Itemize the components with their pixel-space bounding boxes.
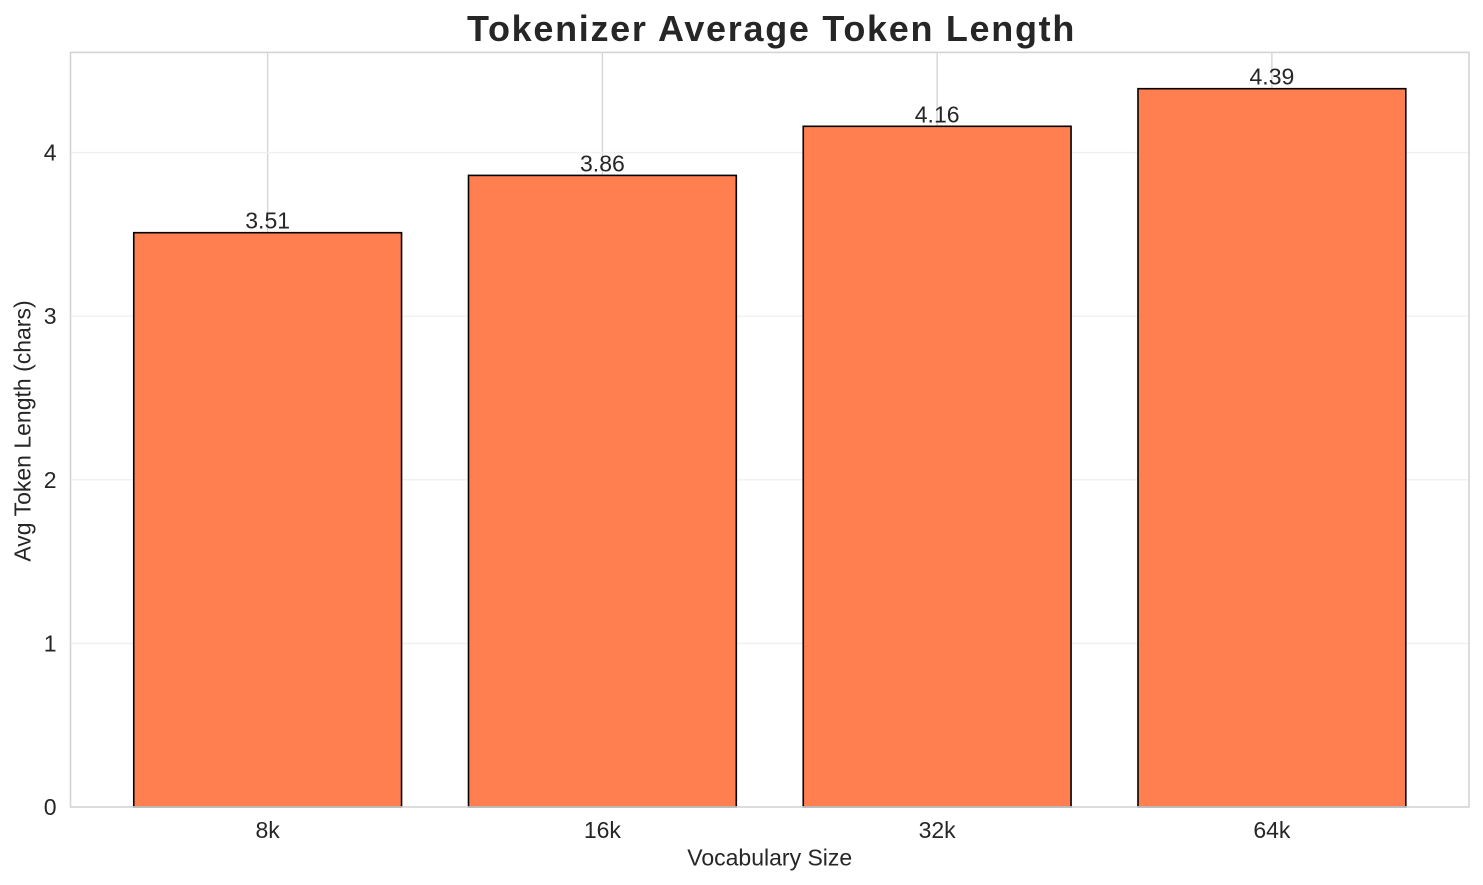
svg-text:3.86: 3.86 (580, 150, 625, 176)
svg-text:1: 1 (44, 630, 57, 656)
svg-text:32k: 32k (919, 817, 957, 843)
svg-text:Vocabulary Size: Vocabulary Size (687, 845, 852, 871)
svg-text:3.51: 3.51 (245, 208, 290, 234)
svg-text:Tokenizer Average Token Length: Tokenizer Average Token Length (467, 8, 1076, 49)
svg-text:4.16: 4.16 (915, 101, 960, 127)
svg-text:4.39: 4.39 (1250, 64, 1295, 90)
svg-text:2: 2 (44, 467, 57, 493)
svg-text:8k: 8k (256, 817, 281, 843)
svg-text:4: 4 (44, 140, 57, 166)
svg-text:3: 3 (44, 303, 57, 329)
svg-text:0: 0 (44, 794, 57, 820)
svg-text:Avg Token Length (chars): Avg Token Length (chars) (10, 300, 36, 561)
svg-text:16k: 16k (584, 817, 622, 843)
svg-text:64k: 64k (1253, 817, 1291, 843)
